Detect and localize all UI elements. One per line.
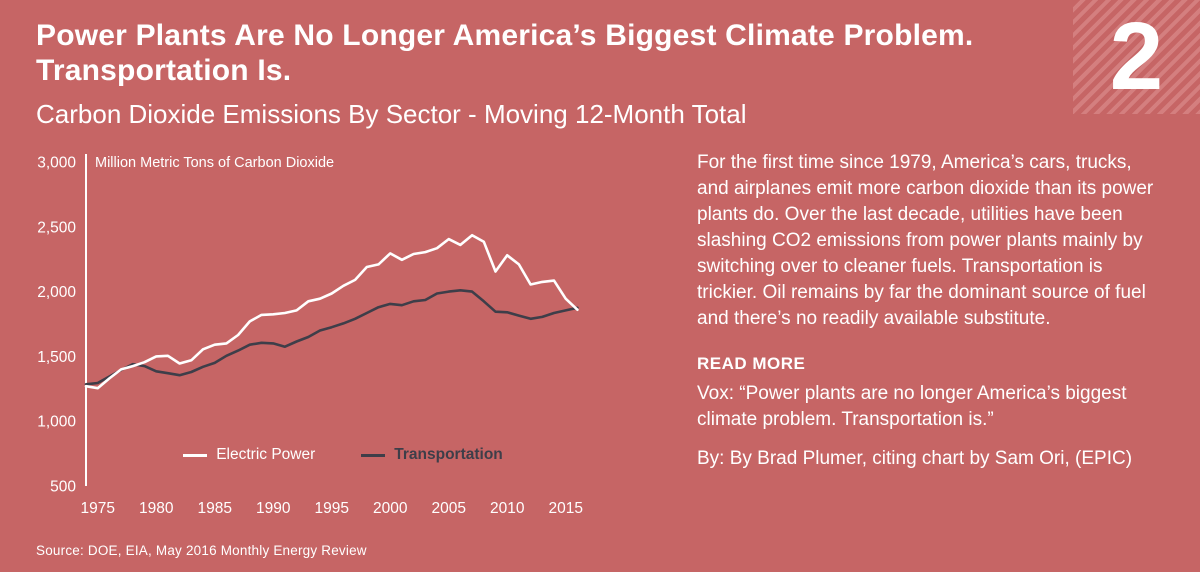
side-commentary: For the first time since 1979, America’s… xyxy=(697,150,1155,472)
svg-text:3,000: 3,000 xyxy=(37,155,76,172)
chart-subtitle: Carbon Dioxide Emissions By Sector - Mov… xyxy=(36,98,747,129)
svg-text:500: 500 xyxy=(50,479,76,496)
read-more-heading: READ MORE xyxy=(697,354,806,374)
svg-text:2000: 2000 xyxy=(373,500,408,517)
read-more-source: Vox: “Power plants are no longer America… xyxy=(697,383,1127,431)
legend-item-electric-power: Electric Power xyxy=(183,446,315,464)
svg-text:1995: 1995 xyxy=(314,500,348,517)
slide-number: 2 xyxy=(1109,3,1164,110)
legend-item-transportation: Transportation xyxy=(361,446,503,464)
slide-number-badge: 2 xyxy=(1073,0,1200,114)
header: Power Plants Are No Longer America’s Big… xyxy=(36,18,1036,130)
svg-text:1980: 1980 xyxy=(139,500,174,517)
emissions-chart: 3,000 2,500 2,000 1,500 1,000 500 Million Metr… xyxy=(28,146,688,531)
svg-text:1985: 1985 xyxy=(197,500,231,517)
svg-text:2,500: 2,500 xyxy=(37,219,76,236)
svg-text:2010: 2010 xyxy=(490,500,525,517)
read-more-byline: By: By Brad Plumer, citing chart by Sam … xyxy=(697,448,1133,470)
svg-text:2015: 2015 xyxy=(548,500,582,517)
source-note: Source: DOE, EIA, May 2016 Monthly Energ… xyxy=(36,543,367,558)
description-text: For the first time since 1979, America’s… xyxy=(697,152,1154,330)
electric-power-line-swatch xyxy=(183,453,208,457)
legend-label-transportation: Transportation xyxy=(394,446,503,463)
page-title-line1: Power Plants Are No Longer America’s Big… xyxy=(36,19,974,52)
chart-canvas: 3,000 2,500 2,000 1,500 1,000 500 Million Metr… xyxy=(37,154,583,517)
svg-text:1975: 1975 xyxy=(80,500,114,517)
page-title: Power Plants Are No Longer America’s Big… xyxy=(36,18,1036,89)
page-title-line2: Transportation Is. xyxy=(36,54,292,88)
svg-text:1,000: 1,000 xyxy=(37,414,76,431)
legend-label-electric-power: Electric Power xyxy=(216,446,316,463)
svg-text:Million Metric Tons of Carbon: Million Metric Tons of Carbon Dioxide xyxy=(95,155,334,171)
svg-text:2005: 2005 xyxy=(431,500,465,517)
svg-text:1990: 1990 xyxy=(256,500,291,517)
transportation-line-swatch xyxy=(361,453,386,457)
svg-text:1,500: 1,500 xyxy=(37,349,76,366)
svg-text:2,000: 2,000 xyxy=(37,284,76,301)
chart-legend: Electric Power Transportation xyxy=(58,446,628,464)
